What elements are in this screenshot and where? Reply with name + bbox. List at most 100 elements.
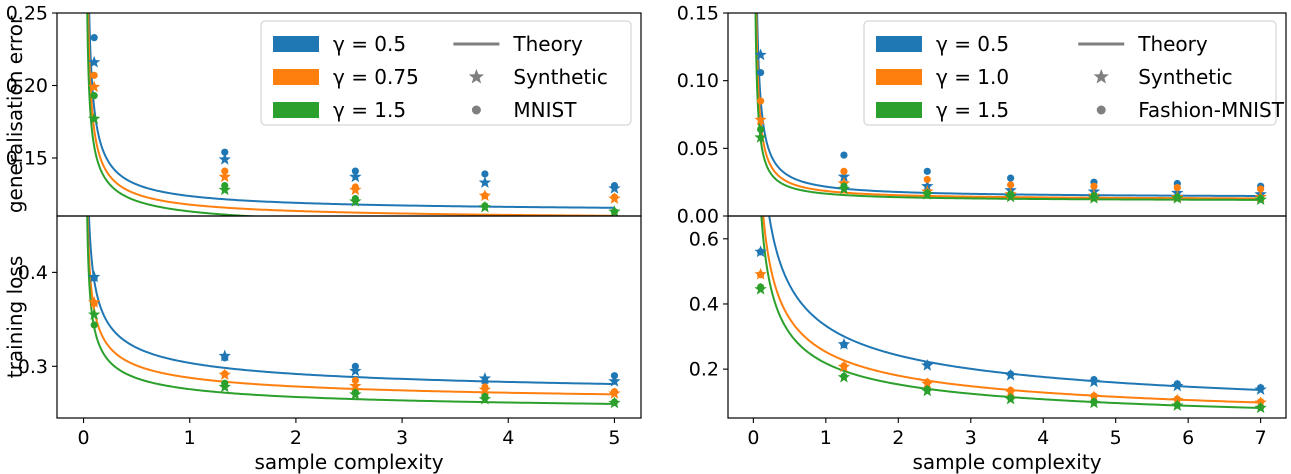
synthetic-star-right-bottom-0-1 xyxy=(837,337,851,350)
legend-swatch xyxy=(876,102,922,118)
synthetic-star-left-top-2-3 xyxy=(478,200,492,213)
y-axis-label: generalisation error xyxy=(3,15,27,213)
y-tick-label: 0.15 xyxy=(677,3,719,25)
legend-star-marker xyxy=(1093,69,1109,84)
real-point-right-top-1-2 xyxy=(923,175,931,184)
legend-star-marker xyxy=(468,69,485,84)
synthetic-star-left-bottom-1-0 xyxy=(87,295,101,308)
synthetic-star-right-top-1-0 xyxy=(754,113,767,126)
y-tick-label: 0.20 xyxy=(6,75,48,97)
synthetic-star-left-bottom-0-3 xyxy=(478,372,492,384)
legend-dot-marker xyxy=(471,105,481,115)
legend-label: γ = 0.5 xyxy=(333,32,406,56)
synthetic-star-left-top-1-3 xyxy=(478,189,492,201)
synthetic-star-left-top-0-4 xyxy=(608,181,621,194)
synthetic-star-left-top-1-1 xyxy=(218,170,231,183)
synthetic-star-right-bottom-0-3 xyxy=(1004,368,1017,381)
real-point-right-top-0-3 xyxy=(1007,174,1015,182)
x-axis-label: sample complexity xyxy=(912,450,1101,474)
y-tick-label: 0.3 xyxy=(18,356,48,378)
y-tick-label: 0.05 xyxy=(677,138,719,160)
synthetic-star-right-bottom-2-4 xyxy=(1087,396,1101,409)
synthetic-star-left-bottom-2-4 xyxy=(608,396,621,409)
real-point-right-top-0-1 xyxy=(840,151,848,159)
x-tick-label: 5 xyxy=(1110,427,1122,449)
synthetic-star-right-bottom-1-0 xyxy=(754,267,767,280)
x-tick-label: 3 xyxy=(396,427,408,449)
theory-line-left-bottom-0 xyxy=(87,216,615,386)
synthetic-star-right-bottom-1-1 xyxy=(837,360,851,373)
x-axis-label: sample complexity xyxy=(254,450,443,474)
synthetic-star-left-top-1-0 xyxy=(87,80,101,93)
synthetic-star-left-top-0-0 xyxy=(87,55,101,68)
real-point-right-top-1-5 xyxy=(1173,183,1181,192)
real-point-right-top-1-1 xyxy=(840,167,848,175)
synthetic-star-left-top-1-2 xyxy=(349,183,362,196)
synthetic-star-left-bottom-1-1 xyxy=(218,368,231,381)
synthetic-star-left-bottom-1-2 xyxy=(349,379,362,392)
synthetic-star-right-top-2-0 xyxy=(754,131,767,143)
synthetic-star-right-bottom-1-4 xyxy=(1087,390,1101,403)
synthetic-star-right-bottom-1-3 xyxy=(1004,385,1017,398)
synthetic-star-right-bottom-0-4 xyxy=(1087,375,1101,388)
synthetic-star-left-top-0-1 xyxy=(218,152,231,165)
synthetic-star-left-top-1-4 xyxy=(608,192,621,204)
x-tick-label: 3 xyxy=(965,427,977,449)
theory-line-left-top-0 xyxy=(88,13,615,209)
y-tick-label: 0.6 xyxy=(689,228,719,250)
x-tick-label: 1 xyxy=(184,427,196,449)
theory-line-left-bottom-2 xyxy=(86,216,615,405)
x-tick-label: 4 xyxy=(1037,427,1049,449)
legend: γ = 0.5 γ = 1.0 γ = 1.5 Theory Synthetic Fash… xyxy=(863,20,1285,126)
legend-label: γ = 1.5 xyxy=(936,98,1009,122)
synthetic-star-right-bottom-1-2 xyxy=(921,377,934,390)
synthetic-star-right-top-2-5 xyxy=(1171,191,1184,204)
synthetic-star-left-top-2-0 xyxy=(87,112,101,125)
legend-swatch xyxy=(273,102,319,118)
theory-line-left-bottom-1 xyxy=(86,216,615,396)
real-point-right-top-1-6 xyxy=(1257,185,1265,193)
real-point-left-top-0-1 xyxy=(221,148,229,156)
y-tick-label: 0.25 xyxy=(6,3,48,25)
synthetic-star-right-bottom-2-6 xyxy=(1254,401,1267,414)
synthetic-star-right-top-2-2 xyxy=(921,187,934,200)
synthetic-star-right-bottom-0-2 xyxy=(921,359,934,371)
real-point-right-top-1-0 xyxy=(757,97,765,105)
legend-box xyxy=(260,20,632,126)
legend-label: γ = 0.75 xyxy=(333,65,419,89)
real-point-right-top-0-2 xyxy=(923,167,931,175)
synthetic-star-left-bottom-2-2 xyxy=(349,388,362,400)
axes-frame xyxy=(56,215,642,419)
synthetic-star-right-top-2-6 xyxy=(1254,193,1267,206)
real-point-left-top-0-3 xyxy=(481,170,489,178)
legend-dot-marker xyxy=(1096,105,1106,115)
x-tick-label: 0 xyxy=(77,427,89,449)
synthetic-star-right-top-2-3 xyxy=(1004,190,1017,203)
y-tick-label: 0.15 xyxy=(6,148,48,170)
x-tick-label: 7 xyxy=(1255,427,1267,449)
y-tick-label: 0.2 xyxy=(689,359,719,381)
synthetic-star-left-top-0-3 xyxy=(478,176,492,188)
x-tick-label: 4 xyxy=(502,427,514,449)
legend-swatch xyxy=(876,69,922,85)
synthetic-star-right-top-2-1 xyxy=(837,182,851,195)
synthetic-star-left-bottom-0-1 xyxy=(218,349,231,362)
synthetic-star-right-bottom-0-6 xyxy=(1254,383,1267,395)
x-tick-label: 1 xyxy=(820,427,832,449)
real-point-left-top-1-0 xyxy=(90,71,98,79)
synthetic-star-right-bottom-2-3 xyxy=(1004,392,1017,405)
legend-label: γ = 1.0 xyxy=(936,65,1009,89)
real-point-right-top-0-0 xyxy=(757,68,765,77)
legend-swatch xyxy=(876,36,922,52)
x-tick-label: 0 xyxy=(747,427,759,449)
synthetic-star-left-bottom-0-0 xyxy=(87,270,101,283)
y-tick-label: 0.4 xyxy=(689,293,719,315)
legend-label: γ = 1.5 xyxy=(333,98,406,122)
x-tick-label: 2 xyxy=(892,427,904,449)
synthetic-star-left-top-0-2 xyxy=(349,170,362,183)
synthetic-star-right-bottom-2-2 xyxy=(921,384,934,397)
axes-frame xyxy=(727,215,1287,419)
real-point-right-top-1-4 xyxy=(1090,182,1098,190)
